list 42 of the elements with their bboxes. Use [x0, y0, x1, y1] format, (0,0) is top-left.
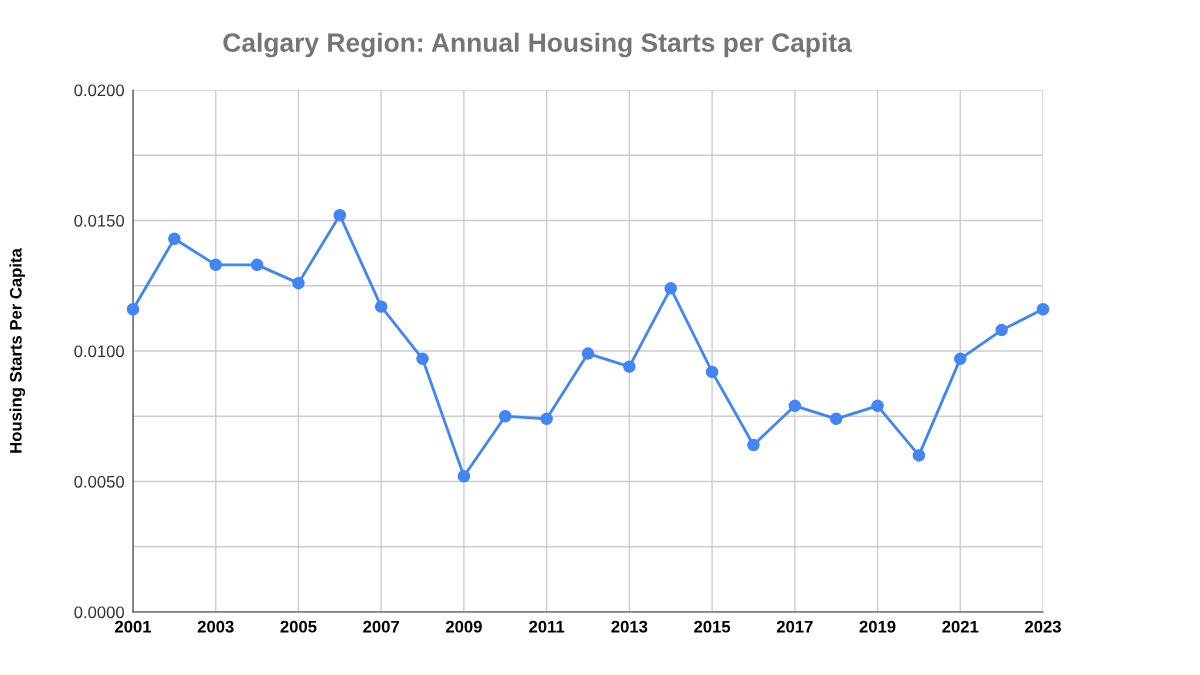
point — [705, 365, 719, 379]
x-tick-label: 2017 — [776, 620, 813, 633]
x-tick-label: 2007 — [363, 620, 399, 633]
point — [499, 409, 512, 423]
point — [788, 399, 802, 413]
y-tick-label: 0.0050 — [74, 475, 125, 488]
point — [333, 209, 347, 222]
point — [250, 258, 264, 272]
point — [829, 412, 843, 426]
point — [1036, 302, 1050, 316]
point — [168, 232, 181, 246]
point — [747, 438, 760, 452]
point — [126, 302, 140, 316]
point — [581, 347, 595, 360]
point — [374, 300, 388, 313]
x-tick-label: 2001 — [115, 620, 152, 633]
point — [912, 449, 926, 462]
point — [871, 399, 884, 413]
point — [623, 360, 636, 373]
point — [416, 352, 429, 366]
y-tick-label: 0.0000 — [74, 606, 125, 619]
point — [457, 470, 471, 483]
point — [995, 323, 1008, 337]
x-tick-label: 2015 — [694, 620, 731, 633]
x-tick-label: 2023 — [1025, 620, 1061, 633]
point — [540, 412, 553, 426]
point — [664, 282, 677, 295]
chart-title: Calgary Region: Annual Housing Starts per Capita — [223, 32, 852, 58]
point — [954, 352, 967, 366]
x-tick-label: 2013 — [611, 620, 648, 633]
x-tick-label: 2021 — [942, 620, 979, 633]
x-tick-label: 2003 — [197, 620, 234, 633]
x-tick-label: 2011 — [529, 620, 565, 633]
x-tick-label: 2009 — [445, 620, 482, 633]
point — [209, 258, 222, 272]
x-tick-label: 2019 — [859, 620, 896, 633]
y-tick-label: 0.0150 — [74, 214, 125, 227]
x-tick-label: 2005 — [280, 620, 317, 633]
y-tick-label: 0.0100 — [74, 345, 125, 358]
point — [292, 276, 305, 290]
y-axis-title: Housing Starts Per Capita — [9, 248, 26, 453]
y-tick-label: 0.0200 — [74, 84, 125, 97]
